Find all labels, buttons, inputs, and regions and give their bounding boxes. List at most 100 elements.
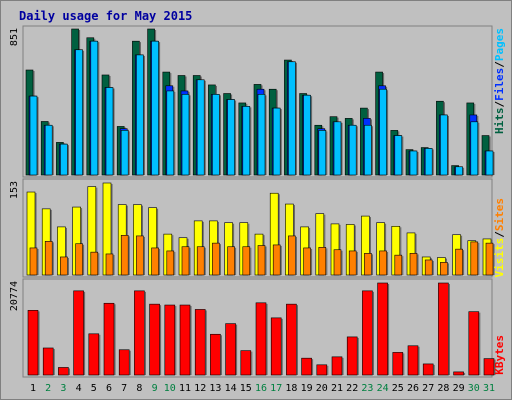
legend-pages: Pages [493, 28, 506, 61]
kbytes-bar [346, 336, 358, 376]
x-axis-day-labels: 1 2 3 4 5 6 7 8 9 10 11 12 13 14 15 16 17 18 19 20 21 22 23 24 2… [30, 383, 495, 394]
legend-separator: / [493, 231, 506, 238]
day-label: 21 [331, 383, 343, 394]
kbytes-bar [362, 290, 373, 376]
pages-bar [151, 40, 159, 176]
legend-kbytes: KBytes [493, 335, 506, 375]
sites-bar [272, 244, 281, 276]
kbytes-bar [422, 363, 434, 376]
kbytes-bar [468, 311, 480, 376]
day-label: 25 [392, 383, 404, 394]
pages-bar [394, 135, 403, 176]
kbytes-bar [73, 290, 84, 376]
pages-bar [105, 87, 114, 176]
pages-bar [440, 114, 448, 176]
kbytes-bar [438, 282, 449, 376]
sites-bar [196, 246, 205, 276]
day-label: 10 [164, 383, 176, 394]
kbytes-bar [27, 310, 39, 376]
sites-bar [364, 253, 372, 276]
sites-bar [485, 242, 494, 276]
kbytes-bar [270, 317, 282, 376]
pages-bar [333, 121, 342, 176]
kbytes-bar [240, 350, 252, 376]
sites-bar [166, 250, 175, 276]
sites-bar [181, 246, 190, 276]
kbytes-bar [392, 352, 404, 376]
day-label: 14 [225, 383, 237, 394]
kbytes-panel [22, 278, 496, 378]
pages-bar [424, 148, 433, 176]
kbytes-bar [103, 302, 115, 376]
day-label: 3 [60, 383, 66, 394]
legend-hits: Hits [493, 108, 506, 135]
sites-bar [257, 245, 266, 276]
kbytes-bar [377, 282, 388, 376]
sites-bar [318, 247, 327, 276]
sites-bar [29, 247, 38, 276]
pages-bar [470, 121, 479, 176]
kbytes-bar [42, 347, 54, 376]
day-label: 24 [377, 383, 389, 394]
day-label: 15 [240, 383, 252, 394]
visits-sites-panel [22, 178, 495, 278]
legend-separator: / [493, 101, 506, 108]
y-axis-max-label: 851 [9, 28, 20, 46]
sites-bar [348, 250, 357, 276]
pages-bar [455, 166, 463, 176]
sites-bar [303, 247, 311, 276]
kbytes-bar [255, 302, 267, 376]
pages-bar [75, 49, 83, 176]
day-label: 9 [152, 383, 158, 394]
sites-bar [424, 259, 433, 276]
day-label: 1 [30, 383, 36, 394]
day-label: 17 [270, 383, 282, 394]
legend-files: Files [493, 68, 506, 101]
sites-bar [470, 241, 479, 276]
y-axis-max-label: 153 [9, 181, 20, 199]
day-label: 22 [346, 383, 358, 394]
kbytes-bar [164, 304, 176, 376]
kbytes-bar [225, 323, 236, 376]
day-label: 16 [255, 383, 267, 394]
legend-pages-files-hits: Hits/Files/Pages [493, 28, 506, 134]
kbytes-bar [301, 357, 312, 376]
kbytes-bar [210, 333, 221, 376]
kbytes-bar [453, 371, 464, 376]
day-label: 6 [106, 383, 112, 394]
kbytes-bar [118, 349, 130, 376]
sites-bar [333, 249, 342, 276]
pages-bar [409, 150, 418, 176]
day-label: 7 [121, 383, 127, 394]
day-label: 8 [136, 383, 142, 394]
pages-bar [44, 124, 53, 176]
sites-bar [440, 262, 448, 276]
kbytes-bar [316, 364, 328, 376]
sites-bar [227, 246, 235, 276]
sites-bar [120, 235, 129, 276]
sites-bar [90, 251, 99, 276]
sites-bar [242, 246, 251, 276]
pages-bar [90, 40, 99, 176]
sites-bar [75, 243, 83, 276]
sites-bar [60, 256, 68, 276]
kbytes-bar [134, 290, 145, 376]
pages-bar [348, 124, 357, 176]
day-label: 27 [422, 383, 434, 394]
kbytes-bar [58, 367, 69, 376]
chart-title: Daily usage for May 2015 [19, 9, 192, 23]
pages-bar [60, 143, 68, 176]
day-label: 30 [468, 383, 480, 394]
pages-bar [29, 95, 38, 176]
day-label: 13 [209, 383, 221, 394]
sites-bar [455, 248, 463, 276]
legend-visits-sites: Visits/Sites [493, 198, 506, 278]
day-label: 31 [483, 383, 495, 394]
pages-bar [212, 94, 220, 176]
pages-bar [166, 90, 175, 176]
y-axis-max-label: 20774 [9, 281, 20, 311]
day-label: 19 [301, 383, 313, 394]
kbytes-bar [407, 345, 419, 376]
